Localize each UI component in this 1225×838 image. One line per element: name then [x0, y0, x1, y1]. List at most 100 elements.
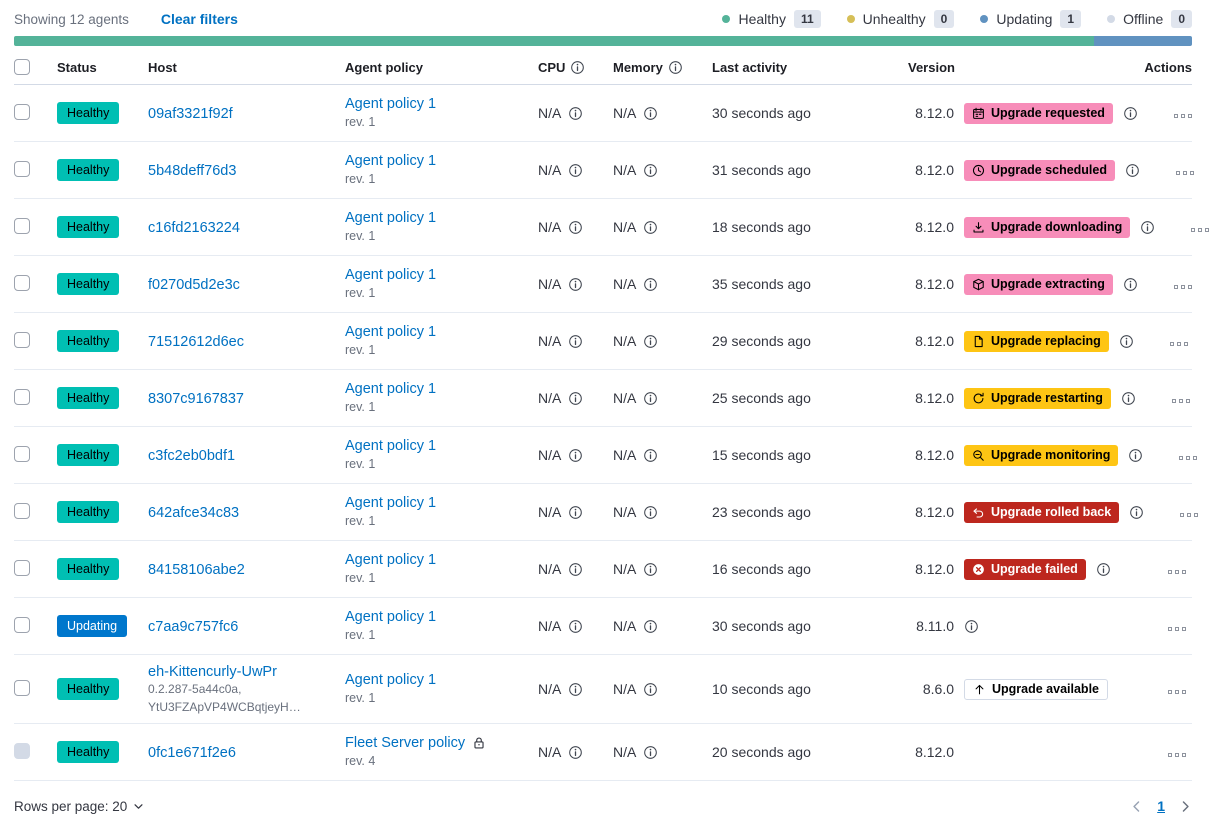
- column-header-agent-policy[interactable]: Agent policy: [345, 60, 538, 75]
- info-circle-icon[interactable]: [568, 220, 583, 235]
- row-checkbox[interactable]: [14, 331, 30, 348]
- rows-per-page-button[interactable]: Rows per page: 20: [14, 799, 144, 814]
- column-header-last-activity[interactable]: Last activity: [712, 60, 908, 75]
- info-circle-icon[interactable]: [643, 220, 658, 235]
- row-checkbox[interactable]: [14, 160, 30, 177]
- info-circle-icon[interactable]: [568, 682, 583, 697]
- column-header-version[interactable]: Version: [908, 60, 1132, 75]
- host-link[interactable]: 8307c9167837: [148, 390, 244, 407]
- info-circle-icon[interactable]: [1140, 220, 1155, 235]
- actions-menu-button[interactable]: [1178, 509, 1200, 521]
- row-checkbox[interactable]: [14, 445, 30, 462]
- info-circle-icon[interactable]: [1123, 106, 1138, 121]
- info-circle-icon[interactable]: [643, 277, 658, 292]
- actions-menu-button[interactable]: [1177, 452, 1199, 464]
- info-circle-icon[interactable]: [568, 562, 583, 577]
- policy-link[interactable]: Agent policy 1: [345, 323, 437, 340]
- info-circle-icon[interactable]: [964, 619, 979, 634]
- upgrade-status-badge[interactable]: Upgrade extracting: [964, 273, 1113, 295]
- select-all-checkbox[interactable]: [14, 59, 30, 75]
- row-checkbox[interactable]: [14, 679, 30, 696]
- host-link[interactable]: 84158106abe2: [148, 561, 245, 578]
- info-circle-icon[interactable]: [643, 448, 658, 463]
- row-checkbox[interactable]: [14, 274, 30, 291]
- chevron-left-icon[interactable]: [1130, 800, 1143, 813]
- row-checkbox[interactable]: [14, 388, 30, 405]
- info-circle-icon[interactable]: [568, 334, 583, 349]
- host-link[interactable]: eh-Kittencurly-UwPr: [148, 664, 277, 680]
- policy-link[interactable]: Agent policy 1: [345, 437, 437, 454]
- info-circle-icon[interactable]: [1129, 505, 1144, 520]
- actions-menu-button[interactable]: [1170, 395, 1192, 407]
- info-circle-icon[interactable]: [1125, 163, 1140, 178]
- column-header-memory[interactable]: Memory: [613, 60, 712, 75]
- upgrade-status-badge[interactable]: Upgrade restarting: [964, 387, 1111, 409]
- clear-filters-button[interactable]: Clear filters: [160, 11, 238, 27]
- row-checkbox[interactable]: [14, 559, 30, 576]
- actions-menu-button[interactable]: [1189, 224, 1211, 236]
- upgrade-status-badge[interactable]: Upgrade scheduled: [964, 159, 1115, 181]
- legend-item-unhealthy[interactable]: Unhealthy 0: [846, 10, 955, 28]
- legend-item-updating[interactable]: Updating 1: [980, 10, 1082, 28]
- column-header-host[interactable]: Host: [148, 60, 345, 75]
- policy-link[interactable]: Agent policy 1: [345, 551, 437, 568]
- host-link[interactable]: 0fc1e671f2e6: [148, 744, 236, 761]
- info-circle-icon[interactable]: [568, 619, 583, 634]
- info-circle-icon[interactable]: [568, 391, 583, 406]
- info-circle-icon[interactable]: [1119, 334, 1134, 349]
- actions-menu-button[interactable]: [1172, 110, 1194, 122]
- column-header-actions[interactable]: Actions: [1132, 60, 1192, 75]
- info-circle-icon[interactable]: [643, 505, 658, 520]
- info-circle-icon[interactable]: [1096, 562, 1111, 577]
- column-header-status[interactable]: Status: [57, 60, 148, 75]
- info-circle-icon[interactable]: [668, 60, 683, 75]
- info-circle-icon[interactable]: [570, 60, 585, 75]
- upgrade-status-badge[interactable]: Upgrade failed: [964, 558, 1086, 580]
- actions-menu-button[interactable]: [1166, 566, 1188, 578]
- upgrade-status-badge[interactable]: Upgrade available: [964, 678, 1108, 700]
- info-circle-icon[interactable]: [643, 391, 658, 406]
- upgrade-status-badge[interactable]: Upgrade requested: [964, 102, 1113, 124]
- info-circle-icon[interactable]: [568, 745, 583, 760]
- host-link[interactable]: 09af3321f92f: [148, 105, 233, 122]
- policy-link[interactable]: Fleet Server policy: [345, 735, 466, 752]
- host-link[interactable]: f0270d5d2e3c: [148, 276, 240, 293]
- policy-link[interactable]: Agent policy 1: [345, 209, 437, 226]
- upgrade-status-badge[interactable]: Upgrade downloading: [964, 216, 1131, 238]
- row-checkbox[interactable]: [14, 103, 30, 120]
- policy-link[interactable]: Agent policy 1: [345, 152, 437, 169]
- info-circle-icon[interactable]: [568, 106, 583, 121]
- host-link[interactable]: c7aa9c757fc6: [148, 618, 239, 635]
- row-checkbox[interactable]: [14, 616, 30, 633]
- info-circle-icon[interactable]: [643, 106, 658, 121]
- info-circle-icon[interactable]: [568, 277, 583, 292]
- info-circle-icon[interactable]: [568, 448, 583, 463]
- actions-menu-button[interactable]: [1172, 281, 1194, 293]
- upgrade-status-badge[interactable]: Upgrade monitoring: [964, 444, 1119, 466]
- host-link[interactable]: 5b48deff76d3: [148, 162, 237, 179]
- info-circle-icon[interactable]: [568, 505, 583, 520]
- row-checkbox[interactable]: [14, 502, 30, 519]
- page-number[interactable]: 1: [1157, 798, 1165, 815]
- actions-menu-button[interactable]: [1166, 749, 1188, 761]
- info-circle-icon[interactable]: [643, 619, 658, 634]
- host-link[interactable]: c3fc2eb0bdf1: [148, 447, 236, 464]
- info-circle-icon[interactable]: [1121, 391, 1136, 406]
- chevron-right-icon[interactable]: [1179, 800, 1192, 813]
- upgrade-status-badge[interactable]: Upgrade replacing: [964, 330, 1109, 352]
- info-circle-icon[interactable]: [1123, 277, 1138, 292]
- policy-link[interactable]: Agent policy 1: [345, 608, 437, 625]
- info-circle-icon[interactable]: [643, 163, 658, 178]
- policy-link[interactable]: Agent policy 1: [345, 494, 437, 511]
- host-link[interactable]: 71512612d6ec: [148, 333, 244, 350]
- host-link[interactable]: 642afce34c83: [148, 504, 240, 521]
- row-checkbox[interactable]: [14, 217, 30, 234]
- policy-link[interactable]: Agent policy 1: [345, 380, 437, 397]
- info-circle-icon[interactable]: [643, 745, 658, 760]
- legend-item-healthy[interactable]: Healthy 11: [722, 10, 821, 28]
- info-circle-icon[interactable]: [643, 562, 658, 577]
- actions-menu-button[interactable]: [1168, 338, 1190, 350]
- legend-item-offline[interactable]: Offline 0: [1107, 10, 1192, 28]
- actions-menu-button[interactable]: [1166, 686, 1188, 698]
- policy-link[interactable]: Agent policy 1: [345, 266, 437, 283]
